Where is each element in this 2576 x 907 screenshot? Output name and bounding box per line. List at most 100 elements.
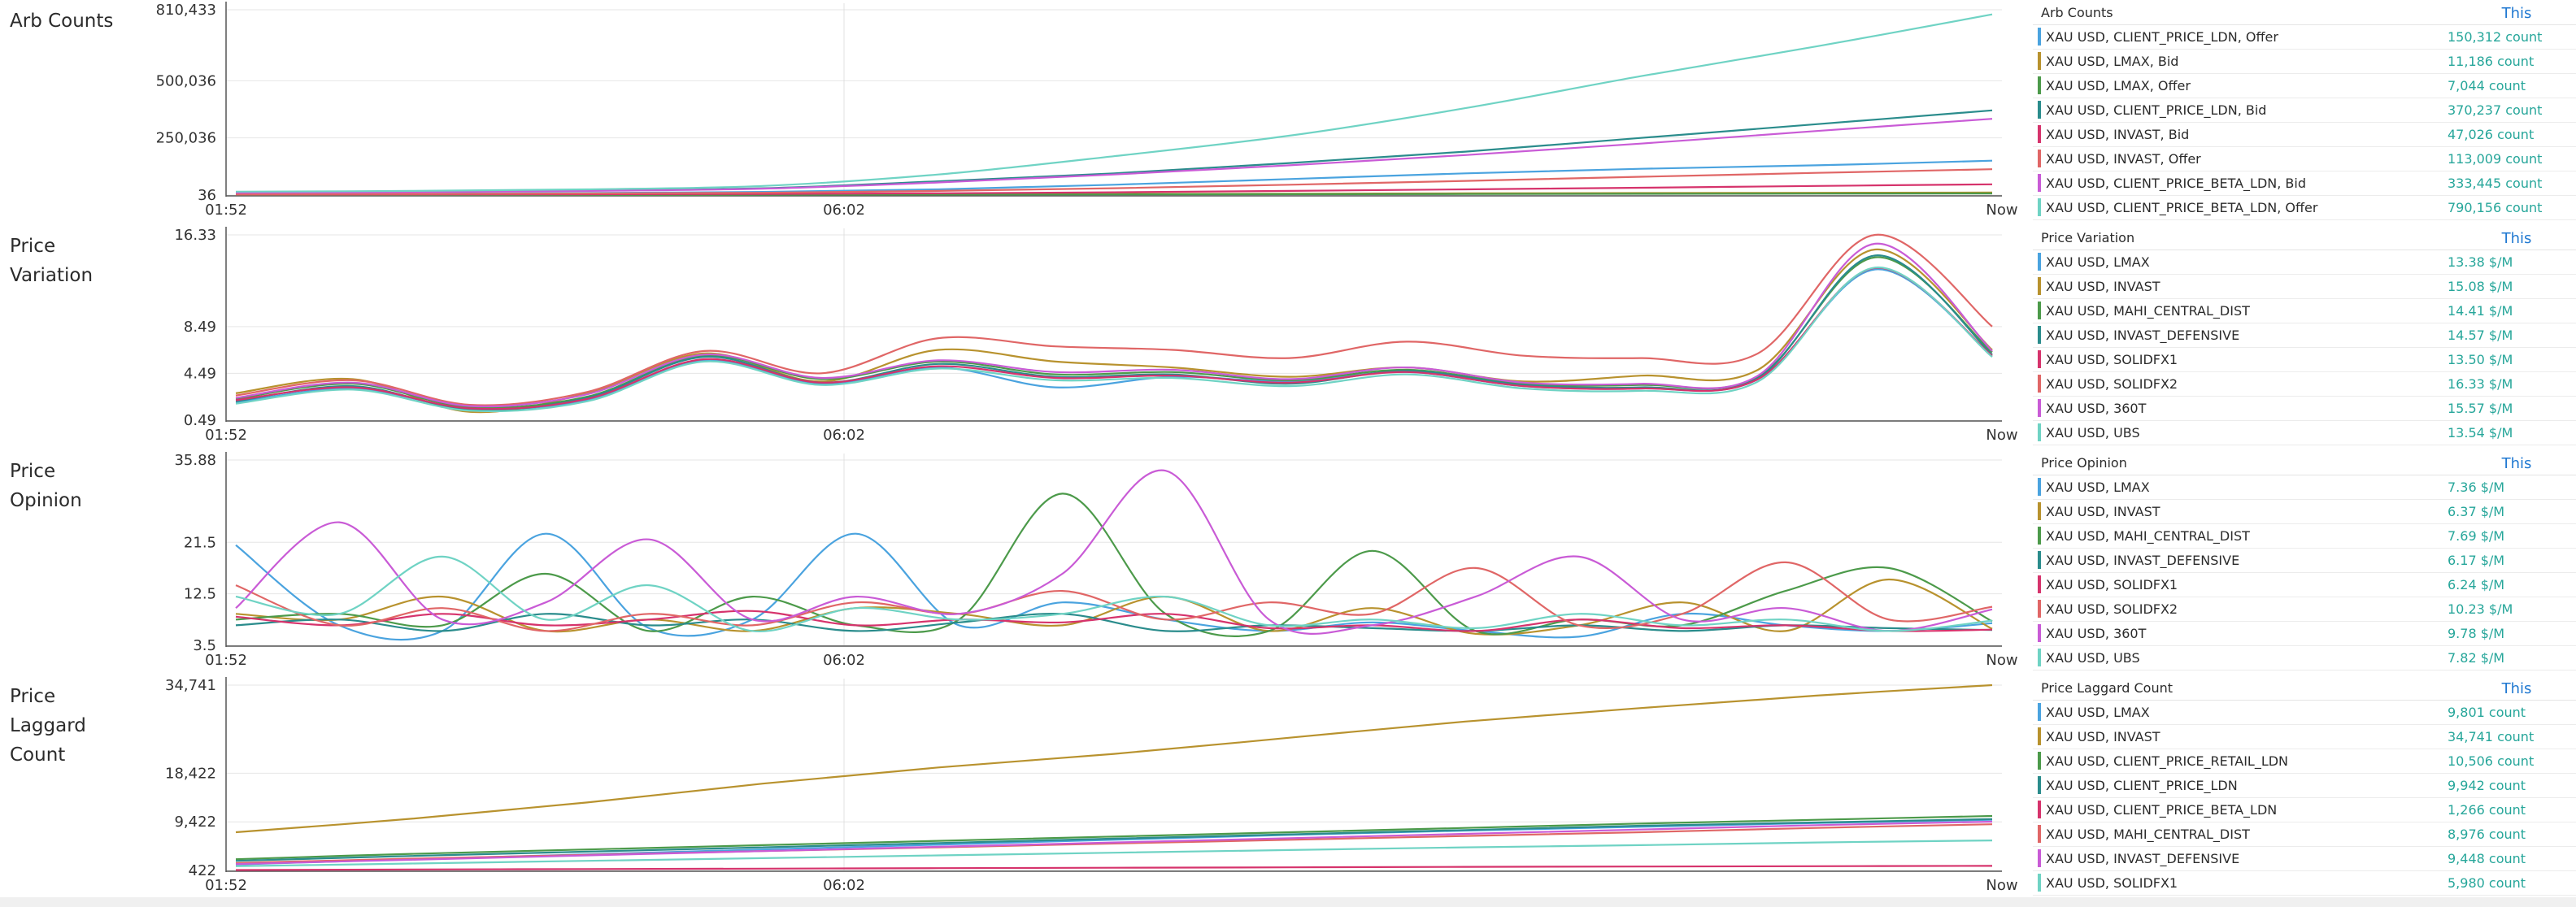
legend-row[interactable]: XAU USD, INVAST_DEFENSIVE 6.17 $/M <box>2033 548 2576 573</box>
legend-row[interactable]: XAU USD, SOLIDFX2 10.23 $/M <box>2033 597 2576 622</box>
legend-row[interactable]: XAU USD, LMAX, Offer 7,044 count <box>2033 73 2576 98</box>
y-tick-label: 810,433 <box>156 2 216 19</box>
legend-row[interactable]: XAU USD, INVAST_DEFENSIVE 14.57 $/M <box>2033 323 2576 348</box>
legend-row[interactable]: XAU USD, SOLIDFX2 16.33 $/M <box>2033 371 2576 397</box>
series-name: XAU USD, INVAST <box>2046 729 2160 744</box>
x-tick-label: 06:02 <box>823 652 865 669</box>
legend-row[interactable]: XAU USD, CLIENT_PRICE_LDN, Bid 370,237 co… <box>2033 98 2576 123</box>
series-value: 10.23 $/M <box>2448 601 2513 617</box>
x-tick-label: 06:02 <box>823 877 865 894</box>
legend-row[interactable]: XAU USD, INVAST 34,741 count <box>2033 724 2576 749</box>
legend-column-toggle[interactable]: This <box>2501 5 2532 22</box>
legend-row[interactable]: XAU USD, LMAX 13.38 $/M <box>2033 250 2576 275</box>
legend-row[interactable]: XAU USD, MAHI_CENTRAL_DIST 14.41 $/M <box>2033 298 2576 323</box>
price-variation-panel: Price Variation 16.33 8.49 4.49 0.49 01:52 06… <box>0 225 2576 450</box>
series-value: 34,741 count <box>2448 729 2535 744</box>
series-value: 7.69 $/M <box>2448 528 2505 544</box>
series-name: XAU USD, CLIENT_PRICE_LDN <box>2046 778 2238 793</box>
legend-row[interactable]: XAU USD, MAHI_CENTRAL_DIST 7.69 $/M <box>2033 523 2576 549</box>
series-name: XAU USD, INVAST, Offer <box>2046 151 2201 167</box>
legend-row[interactable]: XAU USD, LMAX, Bid 11,186 count <box>2033 49 2576 74</box>
legend-row[interactable]: XAU USD, MAHI_CENTRAL_DIST 8,976 count <box>2033 822 2576 847</box>
series-name: XAU USD, INVAST_DEFENSIVE <box>2046 328 2240 343</box>
series-name: XAU USD, 360T <box>2046 626 2147 641</box>
series-value: 16.33 $/M <box>2448 376 2513 392</box>
legend-row[interactable]: XAU USD, LMAX 9,801 count <box>2033 700 2576 725</box>
legend-title: Arb Counts <box>2041 5 2113 20</box>
legend-row[interactable]: XAU USD, CLIENT_PRICE_BETA_LDN, Offer 790… <box>2033 195 2576 220</box>
y-tick-label: 500,036 <box>156 72 216 89</box>
series-color-swatch <box>2038 649 2041 666</box>
legend-row[interactable]: XAU USD, CLIENT_PRICE_BETA_LDN, Bid 333,4… <box>2033 171 2576 196</box>
series-line <box>235 267 1993 410</box>
legend-row[interactable]: XAU USD, SOLIDFX1 5,980 count <box>2033 870 2576 896</box>
series-line <box>235 555 1993 632</box>
series-value: 1,266 count <box>2448 802 2526 818</box>
series-name: XAU USD, MAHI_CENTRAL_DIST <box>2046 303 2250 319</box>
series-name: XAU USD, CLIENT_PRICE_BETA_LDN <box>2046 802 2278 818</box>
series-value: 5,980 count <box>2448 875 2526 891</box>
series-name: XAU USD, SOLIDFX2 <box>2046 376 2178 392</box>
series-color-swatch <box>2038 101 2041 119</box>
series-color-swatch <box>2038 277 2041 295</box>
series-name: XAU USD, INVAST, Bid <box>2046 127 2190 142</box>
legend-column-toggle[interactable]: This <box>2501 455 2532 472</box>
legend-row[interactable]: XAU USD, 360T 15.57 $/M <box>2033 396 2576 421</box>
series-line <box>235 233 1993 406</box>
legend-column-toggle[interactable]: This <box>2501 680 2532 697</box>
series-value: 10,506 count <box>2448 753 2535 769</box>
series-line <box>235 469 1993 635</box>
series-name: XAU USD, LMAX, Offer <box>2046 78 2191 93</box>
legend-row[interactable]: XAU USD, INVAST, Offer 113,009 count <box>2033 146 2576 171</box>
legend-row[interactable]: XAU USD, CLIENT_PRICE_LDN, Offer 150,312 … <box>2033 24 2576 50</box>
series-name: XAU USD, MAHI_CENTRAL_DIST <box>2046 528 2250 544</box>
series-value: 7.36 $/M <box>2448 480 2505 495</box>
series-name: XAU USD, LMAX, Bid <box>2046 54 2179 69</box>
legend-row[interactable]: XAU USD, CLIENT_PRICE_BETA_LDN 1,266 coun… <box>2033 797 2576 822</box>
y-tick-label: 8.49 <box>184 319 216 336</box>
price-laggard-count-panel: Price Laggard Count 34,741 18,422 9,422 422… <box>0 675 2576 900</box>
series-color-swatch <box>2038 125 2041 143</box>
x-tick-label: 01:52 <box>205 652 247 669</box>
series-value: 6.17 $/M <box>2448 553 2505 568</box>
series-line <box>235 267 1993 413</box>
y-tick-label: 9,422 <box>174 814 216 831</box>
series-color-swatch <box>2038 527 2041 545</box>
legend-row[interactable]: XAU USD, CLIENT_PRICE_LDN 9,942 count <box>2033 773 2576 798</box>
series-line <box>235 168 1993 195</box>
legend-row[interactable]: XAU USD, SOLIDFX1 6.24 $/M <box>2033 572 2576 597</box>
legend-row[interactable]: XAU USD, INVAST 15.08 $/M <box>2033 274 2576 299</box>
legend-row[interactable]: XAU USD, CLIENT_PRICE_RETAIL_LDN 10,506 c… <box>2033 749 2576 774</box>
legend-row[interactable]: XAU USD, UBS 13.54 $/M <box>2033 420 2576 445</box>
series-line <box>235 561 1993 632</box>
series-name: XAU USD, UBS <box>2046 650 2140 666</box>
series-line <box>235 612 1993 632</box>
y-tick-label: 35.88 <box>174 452 216 469</box>
series-name: XAU USD, SOLIDFX1 <box>2046 577 2178 592</box>
legend-column-toggle[interactable]: This <box>2501 230 2532 247</box>
series-line <box>235 840 1993 867</box>
series-value: 6.37 $/M <box>2448 504 2505 519</box>
series-name: XAU USD, INVAST_DEFENSIVE <box>2046 553 2240 568</box>
legend-row[interactable]: XAU USD, UBS 7.82 $/M <box>2033 645 2576 670</box>
legend-row[interactable]: XAU USD, INVAST 6.37 $/M <box>2033 499 2576 524</box>
arb-counts-panel: Arb Counts 810,433 500,036 250,036 36 01:52 0… <box>0 0 2576 225</box>
series-color-swatch <box>2038 825 2041 843</box>
series-line <box>235 818 1993 862</box>
series-color-swatch <box>2038 502 2041 520</box>
legend-row[interactable]: XAU USD, INVAST_DEFENSIVE 9,448 count <box>2033 846 2576 871</box>
legend-header: Price Opinion This <box>2033 450 2576 475</box>
legend-row[interactable]: XAU USD, 360T 9.78 $/M <box>2033 621 2576 646</box>
series-value: 13.54 $/M <box>2448 425 2513 440</box>
legend-row[interactable]: XAU USD, INVAST, Bid 47,026 count <box>2033 122 2576 147</box>
y-tick-label: 21.5 <box>184 534 216 551</box>
x-tick-label: Now <box>1986 877 2017 894</box>
legend-row[interactable]: XAU USD, SOLIDFX1 13.50 $/M <box>2033 347 2576 372</box>
y-tick-label: 12.5 <box>184 586 216 603</box>
series-color-swatch <box>2038 423 2041 441</box>
series-value: 7,044 count <box>2448 78 2526 93</box>
series-value: 47,026 count <box>2448 127 2535 142</box>
horizontal-scrollbar[interactable] <box>0 897 2576 907</box>
series-name: XAU USD, CLIENT_PRICE_RETAIL_LDN <box>2046 753 2289 769</box>
legend-row[interactable]: XAU USD, LMAX 7.36 $/M <box>2033 475 2576 500</box>
